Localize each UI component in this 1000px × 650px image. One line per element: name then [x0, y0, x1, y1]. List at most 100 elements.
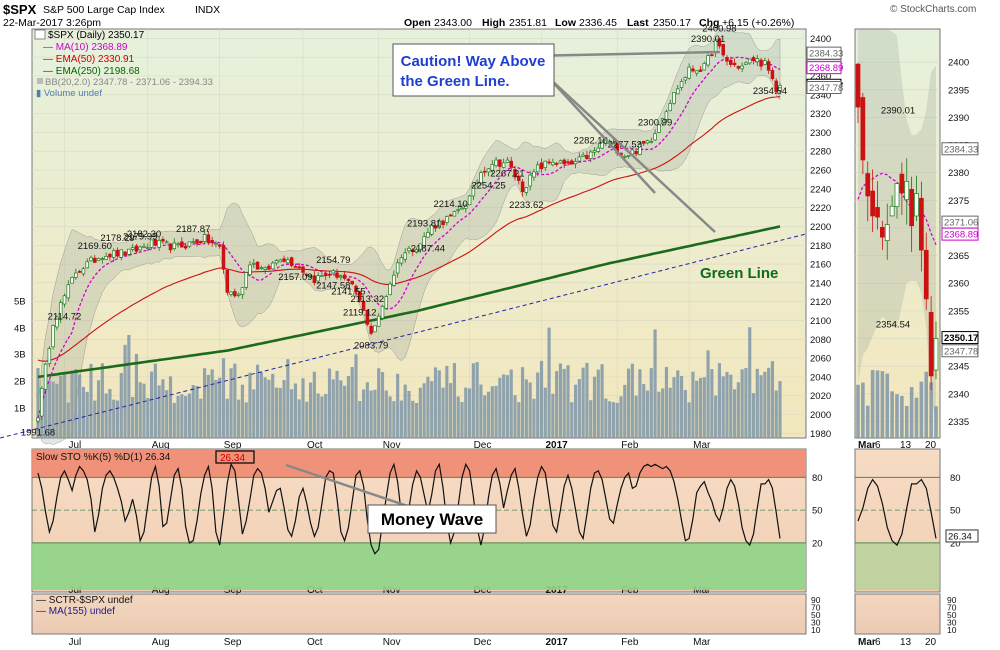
volume-bar [358, 401, 362, 438]
volume-bar [286, 359, 290, 438]
y-tick-label: 2140 [810, 278, 831, 289]
volume-bar [585, 362, 589, 438]
zoom-sctr-tick-label: 50 [947, 610, 957, 620]
x-tick-label: 2017 [546, 585, 569, 596]
candle-body [93, 257, 97, 263]
volume-bar [573, 384, 578, 438]
zoom-value-tag: 2384.33 [944, 144, 978, 155]
candle-body [293, 266, 298, 268]
x-tick-label: Jul [69, 637, 82, 648]
candle-body [702, 63, 707, 71]
legend-swatch-icon [34, 29, 46, 40]
candle-body [70, 277, 74, 284]
candle-body [717, 38, 722, 47]
volume-bar [449, 383, 453, 438]
candle-body [501, 162, 506, 168]
volume-bar [263, 377, 267, 438]
candle-body [774, 80, 778, 93]
candle-body [554, 163, 559, 165]
volume-bar [55, 383, 59, 438]
volume-bar [502, 374, 506, 438]
price-label: 2233.62 [509, 200, 543, 211]
volume-bar [748, 327, 752, 438]
volume-bar [271, 373, 275, 438]
candle-body [747, 58, 752, 64]
low-value: 2336.45 [579, 17, 617, 29]
candle-body [634, 151, 638, 155]
volume-bar [176, 395, 180, 438]
zoom-volume-bar [900, 395, 904, 438]
volume-bar [661, 388, 665, 438]
volume-bar [562, 368, 566, 438]
candle-body [456, 209, 460, 211]
candle-body [229, 291, 233, 295]
y-tick-label: 2000 [810, 410, 831, 421]
zoom-candle-body [899, 173, 905, 194]
volume-bar [619, 396, 623, 438]
sto-oversold-zone [32, 542, 806, 590]
y-tick-label: 2060 [810, 354, 831, 365]
volume-bar [282, 379, 286, 438]
volume-bar [676, 370, 680, 438]
zoom-volume-bar [875, 370, 880, 438]
x-tick-label: Dec [474, 440, 492, 451]
candle-body [358, 291, 362, 301]
candle-body [676, 88, 680, 95]
candle-body [547, 161, 551, 164]
zoom-candle-body [860, 97, 866, 161]
candle-body [623, 156, 627, 158]
y-tick-label: 2360 [810, 72, 831, 83]
price-label: 2254.25 [471, 180, 505, 191]
candle-body [482, 170, 487, 173]
candle-body [763, 60, 767, 65]
volume-bar [297, 399, 301, 438]
x-tick-label: Mar [693, 585, 711, 596]
x-tick-label: Sep [224, 637, 242, 648]
volume-bar [528, 382, 532, 438]
price-label: 2114.72 [48, 312, 82, 323]
sctr-ma-title: — MA(155) undef [36, 606, 115, 617]
zoom-volume-bar [924, 371, 929, 438]
price-label: 2157.09 [278, 272, 312, 283]
volume-bar [759, 375, 763, 438]
zoom-sctr-tick-label: 70 [947, 602, 957, 612]
candle-body [202, 234, 207, 242]
candle-body [679, 81, 684, 88]
candle-body [316, 275, 320, 282]
zoom-price-label: 2354.54 [876, 319, 910, 330]
candle-body [736, 66, 741, 69]
candle-body [479, 172, 483, 184]
y-tick-label: 2260 [810, 166, 831, 177]
candle-body [532, 171, 536, 178]
candle-body [40, 388, 44, 417]
x-tick-label: Nov [383, 585, 401, 596]
volume-bar [657, 391, 661, 438]
month-x-axis: Jul Jul Jul Aug Aug Aug Sep Sep Sep Oct Oct Oct Nov N… [69, 440, 712, 648]
candle-body [312, 275, 317, 284]
candle-body [58, 302, 63, 320]
volume-bar [81, 386, 86, 438]
volume-bar [191, 385, 195, 438]
volume-bar [475, 362, 479, 438]
price-label: 2113.32 [351, 294, 385, 305]
volume-bar [255, 364, 260, 438]
volume-bar [702, 377, 706, 438]
volume-bar [566, 365, 570, 438]
volume-bar [324, 393, 328, 438]
volume-bar [96, 380, 101, 438]
candle-body [471, 185, 476, 197]
volume-bar [664, 366, 669, 438]
volume-bar [100, 363, 104, 438]
caution-annotation: Caution! Way Above the Green Line. [392, 43, 721, 233]
zoom-sto-tick-label: 20 [950, 538, 961, 549]
money-wave-annotation: Money Wave [285, 463, 497, 534]
candle-body [225, 269, 230, 293]
volume-bar [778, 381, 782, 438]
volume-bar [134, 353, 139, 438]
zoom-value-tag-box [941, 142, 979, 156]
price-label: 2267.21 [490, 168, 524, 179]
volume-bar [570, 402, 574, 438]
volume-bar [244, 402, 248, 438]
candle-body [127, 248, 131, 255]
volume-bar [736, 382, 740, 438]
